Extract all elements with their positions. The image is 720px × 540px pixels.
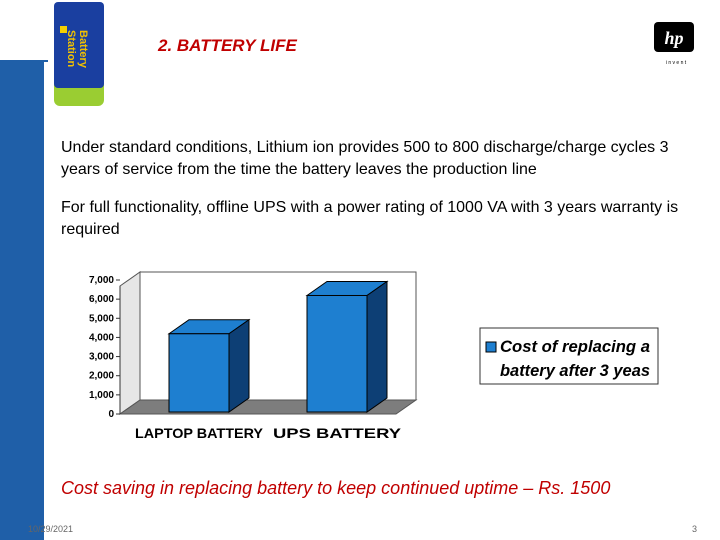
- sidebar-band: [0, 62, 44, 540]
- page-number: 3: [692, 524, 698, 534]
- battery-label-line2: Station: [65, 30, 77, 68]
- legend-swatch: [485, 341, 497, 353]
- page-title: 2. BATTERY LIFE: [158, 36, 297, 55]
- bar: [306, 294, 368, 413]
- y-tick-label: 5,000: [89, 313, 114, 324]
- bar-side: [366, 280, 388, 413]
- battery-image: Battery Station: [54, 2, 104, 106]
- paragraph-lithium: Under standard conditions, Lithium ion p…: [61, 139, 669, 178]
- cost-bar-chart: 0 1,000 2,000 3,000 4,000 5,000 6,000 7,000 LAPT…: [89, 271, 659, 441]
- x-tick-label: UPS BATTERY: [273, 425, 402, 441]
- y-tick-label: 6,000: [89, 294, 114, 305]
- legend-box: [479, 327, 659, 385]
- y-tick-label: 1,000: [89, 390, 114, 401]
- bar-side: [228, 318, 250, 413]
- battery-label-line1: Battery: [77, 30, 89, 69]
- footer-date: 10/29/2021: [28, 524, 74, 534]
- hp-logo-text: hp: [664, 28, 683, 48]
- chart-side-wall: [119, 271, 141, 415]
- legend-label: Cost of replacing a: [500, 337, 650, 356]
- hp-logo: hp i n v e n t: [654, 22, 694, 66]
- y-tick-label: 2,000: [89, 371, 114, 382]
- legend-label: battery after 3 yeas: [500, 361, 650, 380]
- hp-logo-box: [654, 22, 694, 52]
- battery-body: [54, 2, 104, 88]
- conclusion-text: Cost saving in replacing battery to keep…: [61, 478, 611, 498]
- y-tick-label: 7,000: [89, 275, 114, 286]
- header-divider: [0, 60, 48, 62]
- bar: [168, 333, 230, 413]
- hp-logo-tagline: i n v e n t: [666, 60, 687, 66]
- y-tick-label: 4,000: [89, 332, 114, 343]
- x-tick-label: LAPTOP BATTERY: [135, 425, 264, 441]
- y-tick-label: 3,000: [89, 352, 114, 363]
- battery-sticker: [60, 26, 67, 33]
- paragraph-ups: For full functionality, offline UPS with…: [61, 199, 679, 238]
- y-tick-label: 0: [108, 409, 114, 420]
